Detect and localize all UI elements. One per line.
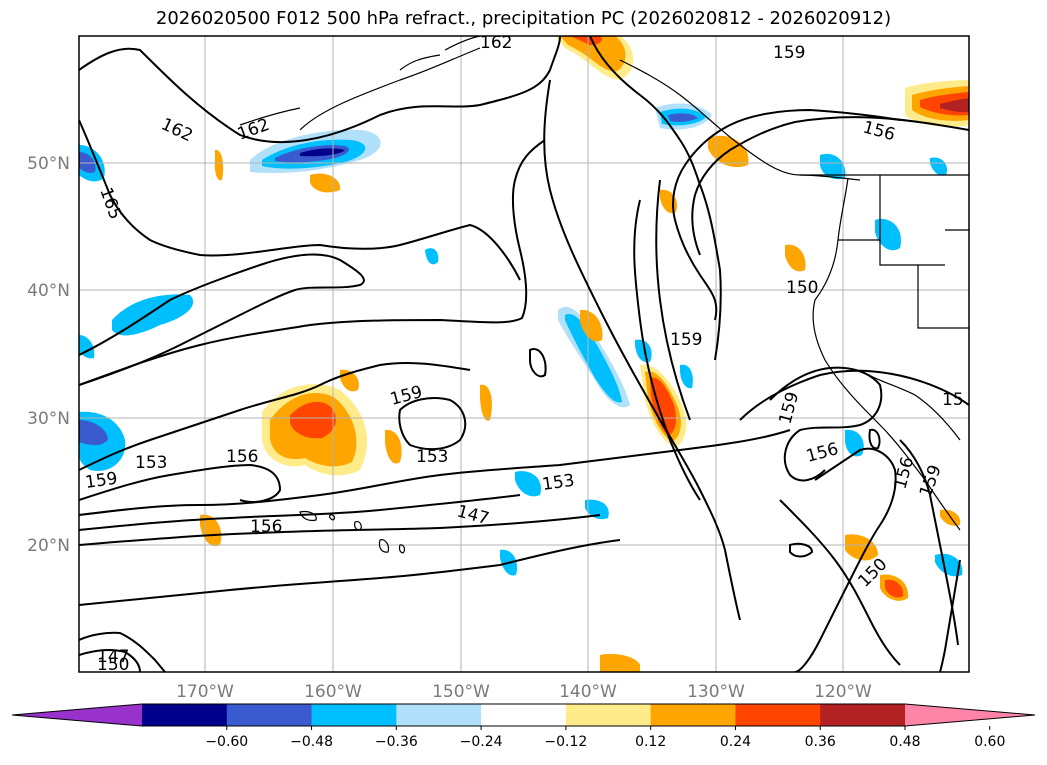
colorbar-bin xyxy=(481,704,567,726)
contour-label: 156 xyxy=(226,447,258,467)
colorbar-bin xyxy=(820,704,906,726)
contour-label: 156 xyxy=(250,517,282,537)
colorbar-extend-high xyxy=(905,704,1035,726)
colorbar: −0.60 −0.48 −0.36 −0.24 −0.12 0.12 0.24 0.36 0.4… xyxy=(11,703,1036,750)
colorbar-tick-label: −0.60 xyxy=(205,734,248,750)
colorbar-bin xyxy=(396,704,482,726)
contour-label: 150 xyxy=(97,655,129,675)
precip-shading xyxy=(79,36,969,672)
colorbar-tick-label: 0.60 xyxy=(974,734,1005,750)
colorbar-bin xyxy=(142,704,228,726)
contour-label: 147 xyxy=(97,647,129,667)
lon-label-150w: 150°W xyxy=(432,682,490,702)
contour-label: 159 xyxy=(84,469,119,493)
colorbar-tick-label: −0.36 xyxy=(375,734,418,750)
colorbar-tick-label: −0.12 xyxy=(544,734,587,750)
colorbar-tick-label: −0.48 xyxy=(290,734,333,750)
colorbar-bin xyxy=(311,704,397,726)
lon-label-130w: 130°W xyxy=(687,682,745,702)
longitude-labels: 170°W 160°W 150°W 140°W 130°W 120°W xyxy=(176,682,872,702)
contour-label: 159 xyxy=(773,43,805,63)
contour-label: 150 xyxy=(786,278,818,298)
colorbar-bin xyxy=(735,704,821,726)
lon-label-140w: 140°W xyxy=(559,682,617,702)
lat-label-50n: 50°N xyxy=(27,154,70,174)
colorbar-tick-label: 0.36 xyxy=(805,734,836,750)
colorbar-bin xyxy=(226,704,313,726)
lat-label-30n: 30°N xyxy=(27,409,70,429)
graticule xyxy=(79,36,969,672)
map-background xyxy=(79,36,969,672)
colorbar-tick-label: 0.24 xyxy=(720,734,751,750)
lat-label-40n: 40°N xyxy=(27,281,70,301)
contour-labels: 162 159 162 162 156 165 150 159 159 153 … xyxy=(84,33,964,675)
contour-label: 162 xyxy=(480,33,512,53)
map-title: 2026020500 F012 500 hPa refract., precip… xyxy=(155,8,892,29)
contour-label: 15 xyxy=(942,390,964,410)
latitude-labels: 50°N 40°N 30°N 20°N xyxy=(27,154,70,556)
contour-label: 153 xyxy=(416,447,448,467)
colorbar-extend-low xyxy=(12,704,142,726)
lon-label-170w: 170°W xyxy=(176,682,234,702)
contour-label: 153 xyxy=(135,453,167,473)
colorbar-tick-label: 0.12 xyxy=(635,734,666,750)
colorbar-bin xyxy=(650,704,736,726)
colorbar-tick-label: −0.24 xyxy=(460,734,503,750)
colorbar-tick-label: 0.48 xyxy=(889,734,920,750)
contour-label: 153 xyxy=(541,471,576,495)
map-frame xyxy=(78,35,970,673)
lon-label-120w: 120°W xyxy=(814,682,872,702)
colorbar-outline xyxy=(11,703,1036,727)
lat-label-20n: 20°N xyxy=(27,536,70,556)
geopotential-contours xyxy=(79,36,969,672)
colorbar-bin xyxy=(565,704,652,726)
lon-label-160w: 160°W xyxy=(304,682,362,702)
contour-label: 159 xyxy=(670,330,702,350)
